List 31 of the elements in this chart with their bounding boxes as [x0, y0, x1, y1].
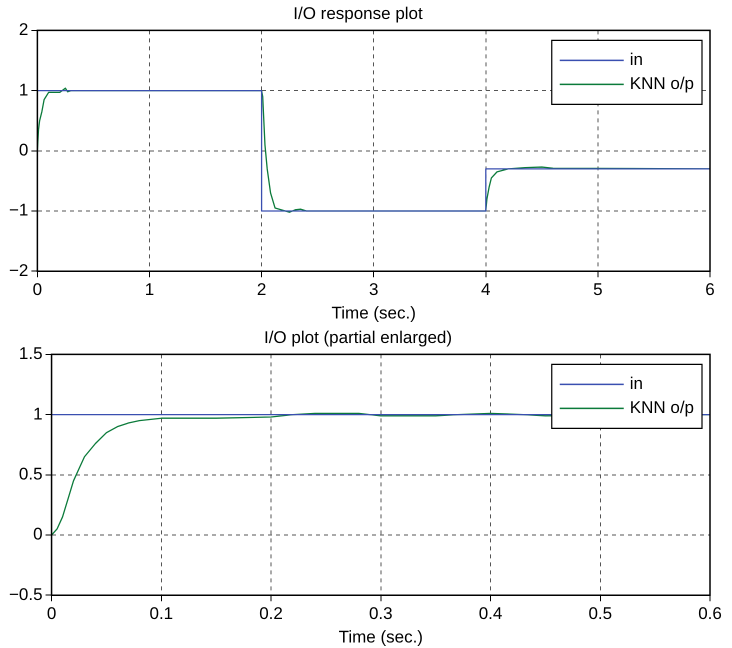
x-tick-label: 4 [481, 280, 491, 300]
legend-label: in [630, 374, 643, 394]
x-tick-label: 2 [256, 280, 266, 300]
x-tick-label: 6 [705, 280, 715, 300]
y-tick-label: 1.5 [18, 344, 43, 364]
legend-label: KNN o/p [630, 398, 694, 418]
x-tick-label: 5 [593, 280, 603, 300]
x-tick-label: 0.3 [368, 604, 393, 624]
y-tick-label: 2 [18, 20, 28, 40]
x-tick-label: 0.6 [698, 604, 722, 624]
y-tick-label: 0 [33, 524, 43, 544]
x-tick-label: 0.2 [259, 604, 283, 624]
x-tick-label: 0.5 [588, 604, 612, 624]
chart-title: I/O response plot [293, 4, 423, 23]
x-tick-label: 3 [368, 280, 378, 300]
x-axis-title: Time (sec.) [338, 627, 423, 646]
y-tick-label: 0 [18, 140, 28, 160]
x-tick-label: 1 [144, 280, 154, 300]
chart-title: I/O plot (partial enlarged) [264, 328, 452, 347]
x-tick-label: 0.1 [149, 604, 174, 624]
y-tick-label: 1 [18, 80, 28, 100]
legend-label: KNN o/p [630, 74, 694, 94]
legend-label: in [630, 50, 643, 70]
x-tick-label: 0.4 [478, 604, 502, 624]
y-tick-label: −0.5 [9, 584, 43, 604]
y-tick-label: −1 [8, 200, 28, 220]
y-tick-label: 1 [33, 404, 43, 424]
x-axis-title: Time (sec.) [332, 303, 416, 322]
y-tick-label: −2 [8, 260, 28, 280]
y-tick-label: 0.5 [18, 464, 43, 484]
x-tick-label: 0 [46, 604, 56, 624]
